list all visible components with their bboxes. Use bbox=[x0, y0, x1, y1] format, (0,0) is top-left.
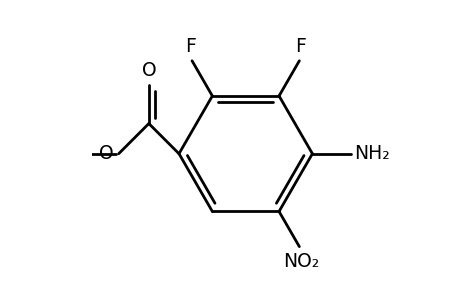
Text: O: O bbox=[99, 144, 113, 163]
Text: NH₂: NH₂ bbox=[354, 144, 390, 163]
Text: F: F bbox=[295, 37, 306, 56]
Text: NO₂: NO₂ bbox=[283, 252, 319, 271]
Text: O: O bbox=[142, 61, 156, 80]
Text: F: F bbox=[185, 37, 196, 56]
